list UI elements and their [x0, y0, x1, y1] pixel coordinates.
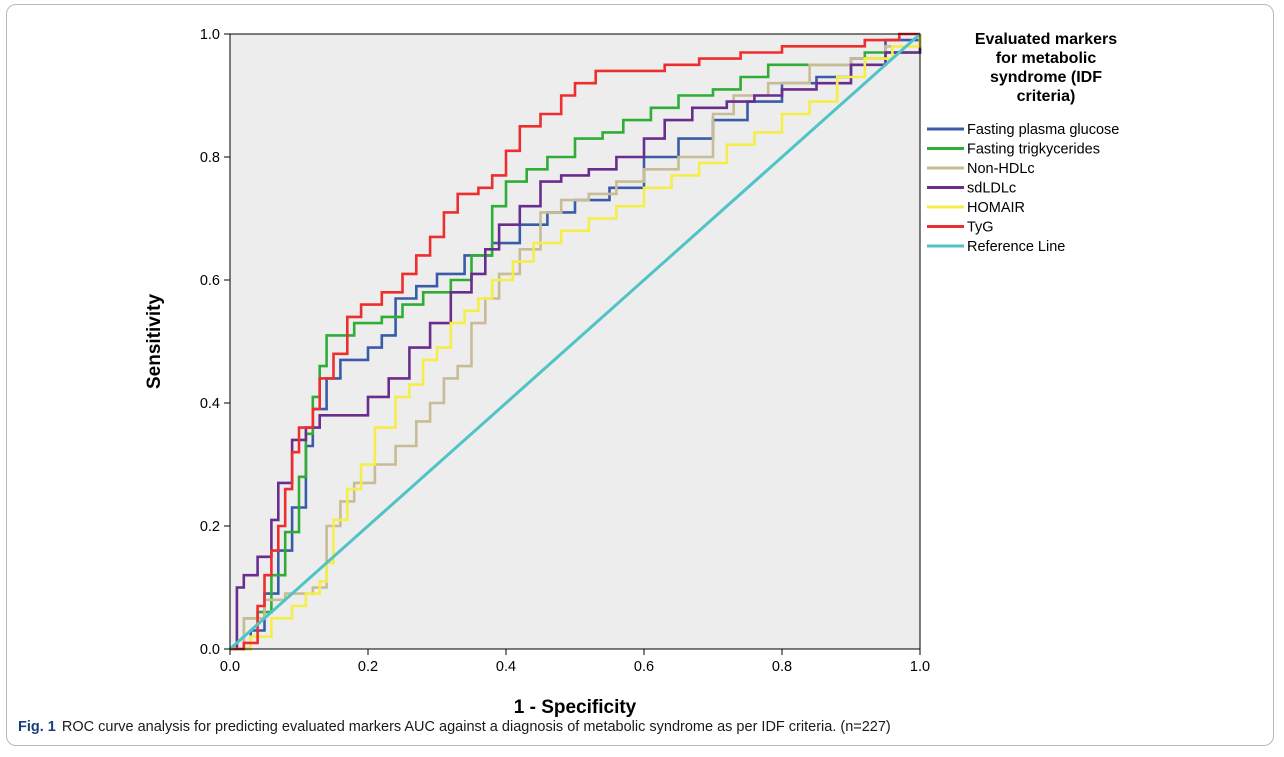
- legend-title-line: for metabolic: [996, 50, 1097, 67]
- series-line-fasting-trigkycerides: [230, 34, 922, 651]
- series-line-tyg: [230, 32, 920, 651]
- series-line-sdldlc: [230, 34, 922, 651]
- x-tick-label: 1.0: [910, 659, 930, 675]
- legend: Evaluated markers for metabolic syndrome (…: [927, 31, 1119, 255]
- legend-item-label: HOMAIR: [967, 200, 1025, 216]
- y-tick-label: 0.8: [200, 150, 220, 166]
- legend-title-line: criteria): [1017, 88, 1076, 105]
- x-tick-label: 0.8: [772, 659, 792, 675]
- caption-text: ROC curve analysis for predicting evalua…: [61, 719, 891, 735]
- y-axis-label: Sensitivity: [144, 294, 165, 389]
- y-tick-label: 0.2: [200, 519, 220, 535]
- y-tick-label: 0.0: [200, 642, 220, 658]
- y-tick-label: 0.6: [200, 273, 220, 289]
- legend-item-label: Non-HDLc: [967, 161, 1035, 177]
- legend-item-label: Fasting plasma glucose: [967, 122, 1119, 138]
- legend-item-label: TyG: [967, 220, 994, 236]
- plot-border: [229, 33, 921, 650]
- x-axis-label: 1 - Specificity: [514, 697, 637, 718]
- series-line-homair: [230, 34, 922, 651]
- legend-item-label: Fasting trigkycerides: [967, 142, 1100, 158]
- legend-item-label: sdLDLc: [967, 181, 1016, 197]
- y-tick-label: 0.4: [200, 396, 220, 412]
- caption-label: Fig. 1: [18, 719, 56, 735]
- x-tick-label: 0.4: [496, 659, 516, 675]
- y-tick-label: 1.0: [200, 27, 220, 43]
- x-tick-label: 0.0: [220, 659, 240, 675]
- legend-title-line: Evaluated markers: [975, 31, 1117, 48]
- series-layer: [229, 32, 922, 651]
- series-line-fasting-plasma-glucose: [230, 34, 922, 651]
- series-line-reference-line: [229, 32, 921, 651]
- x-tick-label: 0.2: [358, 659, 378, 675]
- axes: 0.0 0.2 0.4 0.6 0.8 1.0 0.0 0.2 0.4 0.6 0.8 1.0: [200, 27, 930, 675]
- x-tick-label: 0.6: [634, 659, 654, 675]
- figure-caption: Fig. 1 ROC curve analysis for predicting …: [18, 719, 1268, 735]
- legend-item-label: Reference Line: [967, 239, 1065, 255]
- legend-title-line: syndrome (IDF: [990, 69, 1102, 86]
